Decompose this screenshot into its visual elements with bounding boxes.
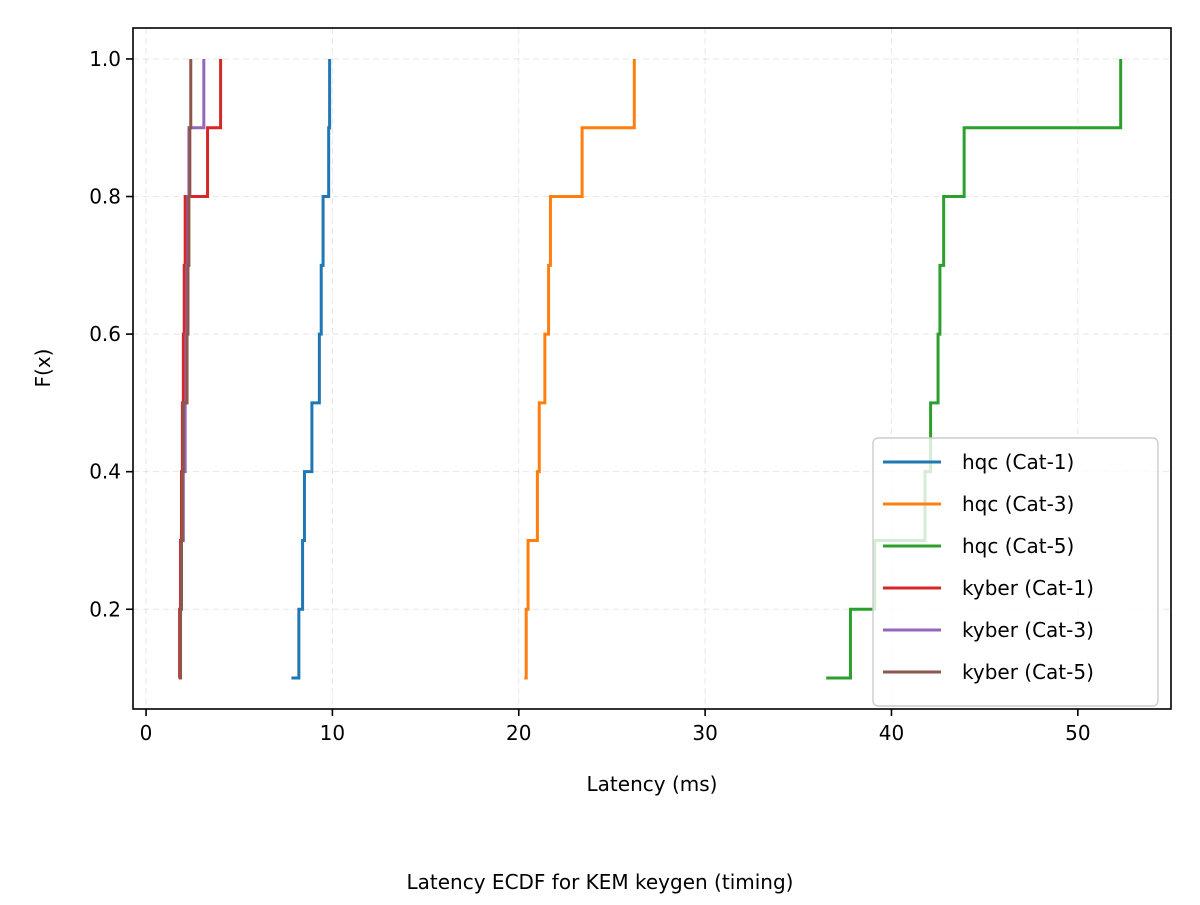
y-tick-label: 0.6: [89, 322, 121, 346]
series-line: [524, 58, 636, 680]
series-line: [179, 58, 193, 680]
series-line: [291, 58, 332, 680]
legend-box: [872, 437, 1159, 707]
y-tick-label: 0.2: [89, 597, 121, 621]
x-tick-label: 40: [879, 721, 904, 745]
y-axis-label: F(x): [31, 349, 55, 388]
y-tick-label: 0.4: [89, 460, 121, 484]
grid: [133, 28, 1171, 709]
x-tick-label: 50: [1065, 721, 1090, 745]
legend-label: hqc (Cat-3): [962, 492, 1074, 516]
x-tick-label: 10: [320, 721, 345, 745]
legend: hqc (Cat-1) hqc (Cat-3) hqc (Cat-5) kyber (…: [872, 437, 1159, 707]
y-tick-label: 1.0: [89, 47, 121, 71]
x-tick-label: 20: [506, 721, 531, 745]
plot-frame: [132, 27, 1172, 710]
x-tick-label: 30: [692, 721, 717, 745]
legend-label: hqc (Cat-1): [962, 450, 1074, 474]
chart-caption: Latency ECDF for KEM keygen (timing): [407, 870, 794, 894]
x-tick-label: 0: [140, 721, 153, 745]
legend-label: kyber (Cat-1): [962, 576, 1094, 600]
legend-label: hqc (Cat-5): [962, 534, 1074, 558]
x-axis-label: Latency (ms): [587, 772, 718, 796]
y-tick-label: 0.8: [89, 185, 121, 209]
axis-ticks: 0 10 20 30 40 50 0.2 0.4 0.6 0.8 1.0: [89, 47, 1090, 745]
legend-label: kyber (Cat-3): [962, 618, 1094, 642]
legend-label: kyber (Cat-5): [962, 660, 1094, 684]
